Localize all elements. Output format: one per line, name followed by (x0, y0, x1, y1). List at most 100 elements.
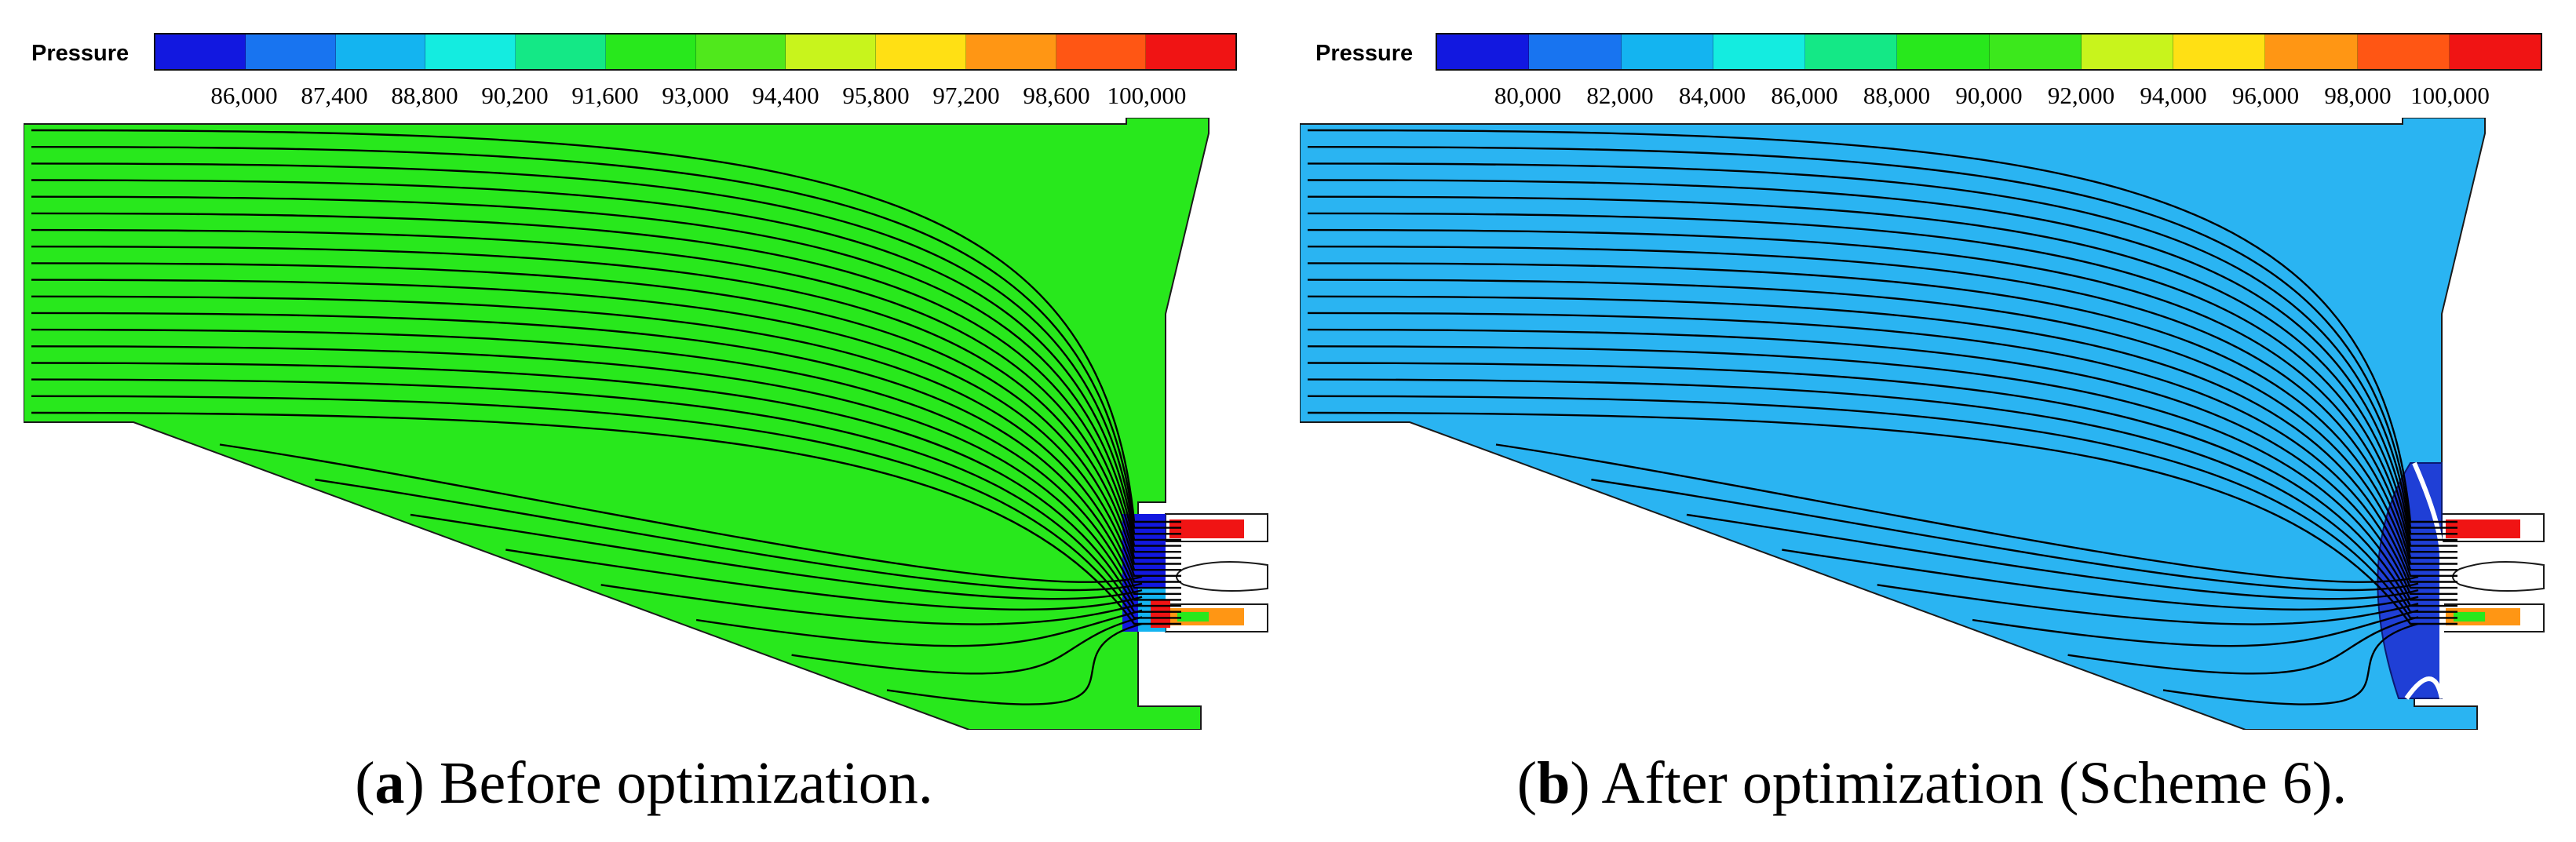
colorbar-segment (245, 35, 336, 69)
colorbar-segment (516, 35, 606, 69)
streamline (1307, 279, 2457, 577)
colorbar-tick-label: 91,600 (571, 82, 639, 109)
colorbar-tick-label: 80,000 (1494, 82, 1562, 109)
caption-b: (b) After optimization (Scheme 6). (1516, 750, 2348, 816)
colorbar-tick-label: 94,000 (2140, 82, 2207, 109)
colorbar-tick-label: 88,000 (1863, 82, 1931, 109)
streamline (31, 262, 1181, 571)
streamline (2067, 616, 2419, 675)
colorbar-segment (2265, 35, 2358, 69)
streamline (31, 279, 1181, 577)
colorbar-segment (2357, 35, 2450, 69)
colorbar-segment (876, 35, 966, 69)
colorbar-tick-label: 90,200 (481, 82, 549, 109)
streamline (410, 513, 1143, 600)
streamline (1591, 479, 2419, 592)
streamline (31, 395, 1181, 619)
streamline (1307, 179, 2457, 541)
streamline (1307, 246, 2457, 565)
colorbar-tick-label: 84,000 (1678, 82, 1746, 109)
nose-hub (2452, 561, 2545, 592)
pipe-pressure-low (2454, 612, 2485, 621)
colorbar-segment (2449, 35, 2541, 69)
streamline (2162, 622, 2419, 705)
colorbar (1436, 33, 2542, 71)
streamline (31, 195, 1181, 547)
colorbar (154, 33, 1237, 71)
colorbar-tick-label: 94,400 (752, 82, 819, 109)
streamline (31, 246, 1181, 565)
streamline (505, 549, 1143, 611)
streamline (1307, 378, 2457, 613)
colorbar-tick-label: 96,000 (2231, 82, 2300, 109)
colorbar-tick-label: 93,000 (662, 82, 729, 109)
streamline (1307, 395, 2457, 619)
streamline (1307, 129, 2457, 523)
pipe-pressure-high (2446, 519, 2520, 538)
colorbar-segment (1713, 35, 1805, 69)
streamline (1307, 228, 2457, 560)
colorbar-tick-label: 92,000 (2047, 82, 2115, 109)
colorbar-tick-label: 87,400 (301, 82, 368, 109)
streamline (31, 312, 1181, 589)
streamline (1782, 549, 2419, 611)
streamline (1307, 362, 2457, 607)
caption-label: b (1537, 750, 1571, 816)
colorbar-tick-label: 88,800 (391, 82, 458, 109)
streamline (600, 584, 1143, 625)
colorbar-tick-label: 86,000 (210, 82, 278, 109)
streamline (1877, 584, 2419, 625)
pipe-pressure-low (1177, 612, 1209, 621)
pipe-pressure-high (1169, 519, 1244, 538)
streamline (1307, 212, 2457, 553)
caption-text: ) After optimization (Scheme 6). (1570, 750, 2348, 816)
streamline (31, 179, 1181, 541)
colorbar-segment (1989, 35, 2082, 69)
colorbar-title: Pressure (1315, 41, 1414, 66)
streamline (31, 129, 1181, 523)
colorbar-tick-label: 90,000 (1955, 82, 2023, 109)
streamline (219, 443, 1143, 583)
streamlines (1307, 129, 2457, 705)
colorbar-segment (695, 35, 786, 69)
colorbar-segment (786, 35, 876, 69)
colorbar-tick-label: 95,800 (842, 82, 910, 109)
colorbar-tick-label: 86,000 (1771, 82, 1838, 109)
colorbar-tick-label: 82,000 (1586, 82, 1654, 109)
pressure-field-plot (24, 118, 1268, 730)
caption-a: (a) Before optimization. (355, 750, 933, 816)
streamline (31, 162, 1181, 535)
streamline (1686, 513, 2419, 600)
streamline (31, 295, 1181, 583)
colorbar-tick-label: 98,000 (2324, 82, 2392, 109)
colorbar-segment (155, 35, 246, 69)
colorbar-tick-label: 97,200 (932, 82, 1000, 109)
streamline (1307, 146, 2457, 529)
colorbar-tick-label: 100,000 (1107, 82, 1187, 109)
colorbar-segment (2081, 35, 2173, 69)
colorbar-tick-label: 100,000 (2410, 82, 2490, 109)
streamlines (31, 129, 1181, 705)
panel-a: Pressure 86,000 87,400 88,800 90,200 91,600 9… (24, 33, 1268, 816)
colorbar-tick-label: 98,600 (1023, 82, 1090, 109)
colorbar-segment (335, 35, 426, 69)
streamline (886, 622, 1143, 705)
colorbar-segment (605, 35, 696, 69)
nose-hub (1176, 561, 1268, 592)
colorbar-segment (2173, 35, 2266, 69)
panel-b: Pressure 80,000 82,000 84,000 86,000 88,000 9… (1288, 0, 2576, 842)
caption-text: ) Before optimization. (404, 750, 933, 816)
colorbar-segment (1146, 35, 1235, 69)
streamline (791, 616, 1143, 675)
streamline (695, 609, 1143, 647)
streamline (1307, 295, 2457, 583)
streamline (1972, 609, 2419, 647)
streamline (31, 146, 1181, 529)
streamline (31, 411, 1181, 625)
outlet-pipe (1165, 513, 1268, 632)
streamline (1307, 162, 2457, 535)
streamline (1307, 262, 2457, 571)
streamline (1307, 411, 2457, 625)
streamline (1307, 312, 2457, 589)
